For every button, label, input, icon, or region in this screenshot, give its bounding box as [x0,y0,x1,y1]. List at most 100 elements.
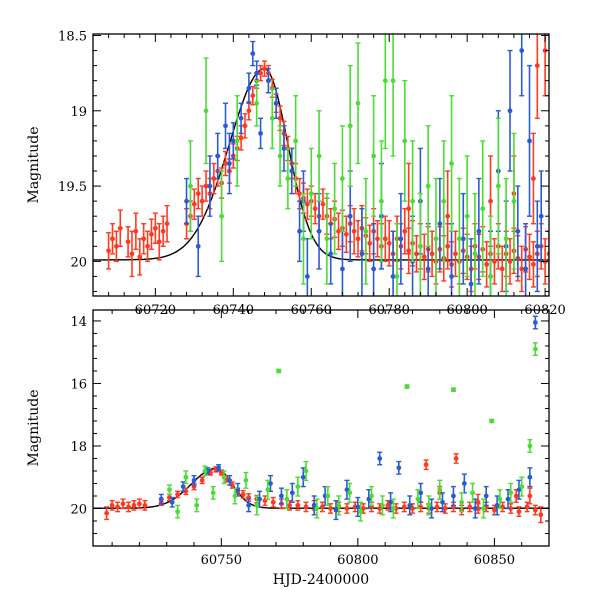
data-point [285,147,291,210]
data-point [250,86,256,106]
data-point [166,484,172,496]
data-point [120,498,126,510]
data-point [265,67,271,94]
data-point [402,79,408,202]
data-point [328,223,334,285]
data-point [515,185,521,278]
data-point [507,49,513,172]
data-point [213,466,219,473]
data-point [109,223,115,255]
data-point [390,34,396,157]
data-point [418,482,424,503]
data-point [483,485,489,507]
data-point [519,245,525,293]
data-point [491,238,497,285]
data-point [450,485,456,507]
data-point [369,485,375,507]
data-point [453,453,459,464]
data-point [160,215,166,248]
data-point [254,79,260,127]
data-point [273,87,279,120]
data-point [530,241,536,288]
data-point [320,188,326,220]
data-point [417,192,423,296]
data-point [232,487,238,505]
data-point [276,368,282,374]
data-point [152,212,158,244]
data-point [125,226,131,258]
data-point [243,471,249,489]
data-point [460,192,466,285]
data-point [495,117,501,255]
data-point [500,501,506,513]
data-point [426,495,432,516]
y-tick-label: 20 [70,255,87,270]
data-point [489,418,495,424]
data-point [505,489,511,510]
data-point [484,241,490,288]
data-point [314,498,320,519]
data-point [382,34,388,150]
data-point [371,95,377,217]
data-point [191,474,197,486]
series-1 [158,315,538,521]
data-point [223,102,229,150]
data-point [344,503,350,514]
data-point [293,95,299,187]
data-point [355,220,361,258]
data-point [472,192,478,296]
data-point [175,504,181,519]
data-point [410,140,416,263]
data-point [300,467,306,488]
data-point [347,482,353,503]
data-point [311,495,317,516]
data-point [472,498,478,519]
data-point [289,482,295,503]
y-axis-label: Magnitude [26,126,42,203]
data-point [158,493,164,505]
data-point [300,192,306,285]
data-point [106,232,112,270]
data-point [254,495,260,516]
data-point [195,177,201,210]
data-point [333,499,339,521]
data-point [215,132,221,180]
data-point [385,499,391,511]
data-point [480,140,486,278]
y-tick-label: 18.5 [58,30,87,45]
data-point [221,470,227,485]
data-point [351,207,357,255]
data-point [141,223,147,255]
data-point [246,101,252,121]
data-point [527,487,533,505]
data-point [450,387,456,393]
data-point [303,460,309,482]
data-point [332,162,338,255]
data-point [355,496,361,518]
data-point [534,200,540,293]
data-point [423,459,429,471]
data-point [449,95,455,232]
data-point [429,498,435,519]
model-curve [93,67,549,261]
y-tick-label: 16 [70,377,87,392]
data-point [336,212,342,251]
data-point [434,501,440,513]
data-point [527,64,533,217]
data-point [503,177,509,296]
data-point [145,230,151,263]
data-point [246,498,252,513]
data-point [421,233,427,281]
data-point [104,506,110,521]
data-point [379,495,385,516]
data-point [258,117,264,150]
series-2 [187,34,517,296]
data-point [488,215,494,296]
data-point [523,223,529,296]
data-point [344,479,350,500]
data-point [468,238,474,296]
data-point [359,207,365,296]
data-point [295,499,301,511]
data-point [133,212,139,251]
